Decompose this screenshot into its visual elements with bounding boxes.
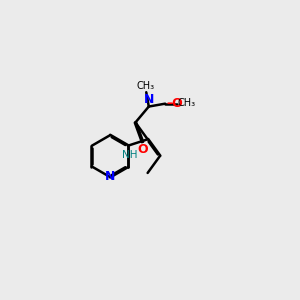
Text: CH₃: CH₃	[136, 81, 154, 91]
Text: CH₃: CH₃	[177, 98, 195, 108]
Text: O: O	[137, 143, 148, 156]
Text: –O: –O	[166, 97, 183, 110]
Text: N: N	[105, 170, 115, 183]
Text: NH: NH	[122, 150, 137, 160]
Text: N: N	[144, 93, 154, 106]
